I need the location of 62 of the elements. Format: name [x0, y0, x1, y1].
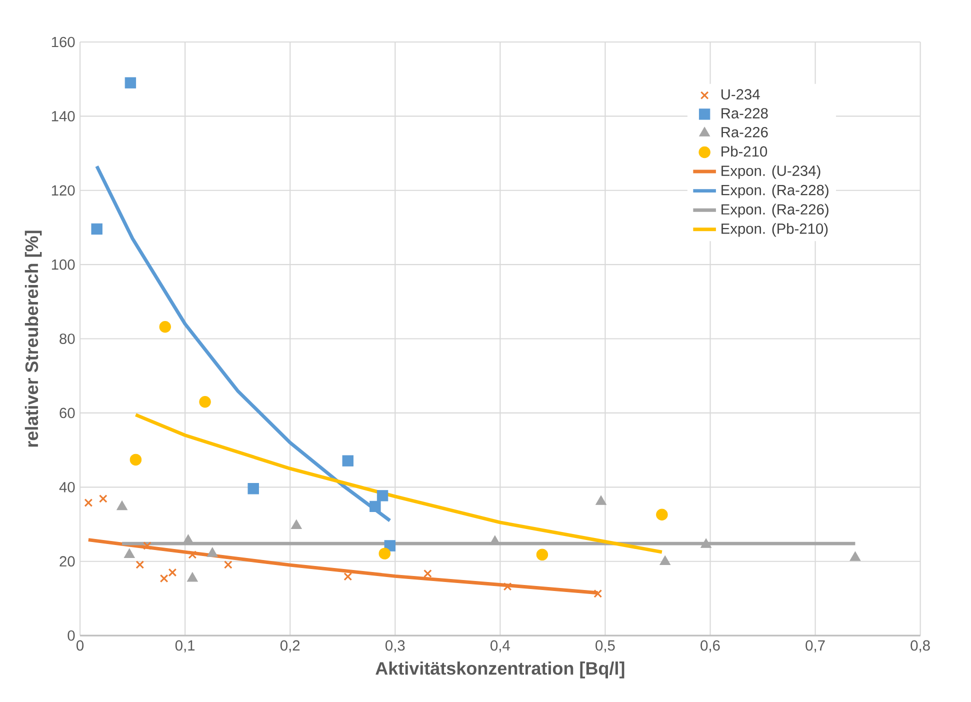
y-axis-title: relativer Streubereich [%]: [24, 230, 42, 447]
y-tick-label: 20: [60, 556, 75, 566]
point: [116, 500, 128, 510]
x-tick-label: 0,8: [910, 640, 930, 652]
point: [656, 508, 668, 520]
x-tick-label: 0,2: [280, 640, 300, 652]
point: [342, 455, 354, 466]
y-tick-label: 120: [52, 185, 75, 196]
point: [594, 589, 602, 598]
y-tick-label: 80: [60, 333, 75, 344]
point: [98, 494, 108, 503]
x-tick-label: 0,3: [386, 640, 405, 652]
point: [186, 572, 198, 582]
point: [700, 538, 712, 548]
point: [160, 574, 168, 583]
line-series: [86, 538, 600, 595]
point: [136, 560, 144, 569]
legend-label: Ra-228: [722, 108, 768, 118]
point: [660, 555, 671, 565]
point: [536, 548, 548, 560]
x-tick-label: 0: [76, 640, 84, 651]
legend-label: Expon. (Ra-228): [722, 184, 828, 198]
x-tick-label: 0,5: [596, 640, 615, 652]
y-tick-label: 0: [68, 630, 75, 641]
point: [248, 482, 259, 494]
x-tick-label: 0,7: [806, 640, 825, 652]
legend-label: Expon. (Ra-226): [722, 204, 828, 218]
point: [344, 572, 352, 581]
point: [290, 519, 302, 529]
y-tick-label: 40: [59, 482, 75, 492]
point: [206, 547, 218, 557]
point: [130, 454, 142, 466]
legend-label: Ra-226: [722, 126, 768, 138]
point: [124, 548, 135, 558]
x-axis-title: Aktivitätskonzentration [Bq/l]: [376, 661, 624, 678]
y-tick-label: 140: [52, 110, 75, 122]
point: [199, 396, 211, 408]
point: [143, 541, 152, 550]
line-series: [134, 412, 664, 554]
point: [378, 548, 391, 560]
y-tick-label: 60: [60, 408, 75, 418]
x-tick-label: 0,4: [490, 640, 510, 652]
point: [424, 569, 432, 578]
x-tick-label: 0,1: [175, 640, 195, 652]
line-series: [95, 164, 392, 522]
point: [124, 77, 136, 88]
point: [370, 500, 381, 512]
point: [224, 560, 232, 569]
point: [84, 498, 93, 507]
y-tick-label: 160: [52, 36, 75, 48]
legend-label: Expon. (Pb-210): [722, 223, 828, 237]
point: [596, 495, 606, 505]
point: [850, 551, 861, 561]
point: [159, 320, 171, 333]
y-tick-label: 100: [52, 259, 75, 270]
point: [376, 490, 388, 502]
x-tick-label: 0,6: [700, 640, 720, 652]
point: [168, 568, 177, 577]
legend-label: Pb-210: [722, 146, 768, 157]
legend-label: Expon. (U-234): [722, 165, 820, 179]
point: [91, 223, 102, 234]
legend-label: U-234: [721, 89, 760, 100]
